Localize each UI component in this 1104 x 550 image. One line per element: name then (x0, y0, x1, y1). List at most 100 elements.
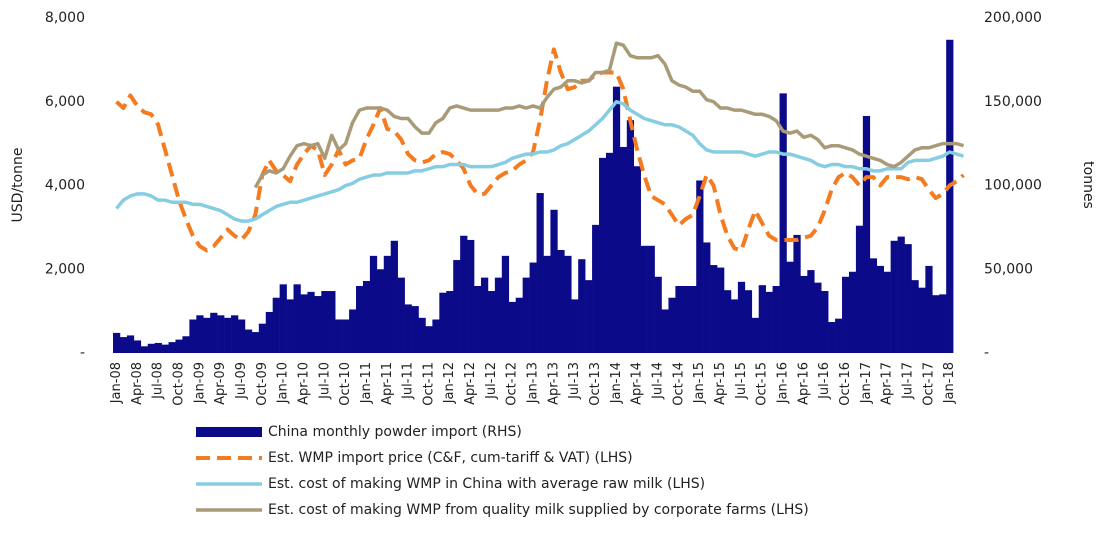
bar (175, 339, 183, 353)
x-tick-label: Jan-18 (942, 362, 957, 404)
bar (474, 286, 482, 353)
bar (446, 291, 454, 353)
bar (529, 262, 537, 353)
x-tick-label: Jan-12 (442, 362, 457, 404)
x-tick-label: Oct-09 (255, 362, 270, 406)
x-tick-label: Jul-13 (567, 362, 582, 400)
bar (689, 286, 697, 353)
bar (619, 146, 628, 353)
bar (251, 332, 260, 353)
bar (168, 342, 176, 353)
bar (612, 86, 621, 354)
bar (876, 265, 884, 353)
legend-swatch (196, 427, 262, 437)
x-tick-label: Apr-15 (713, 362, 728, 405)
bar (828, 322, 836, 353)
bar (356, 286, 364, 353)
bar (592, 224, 600, 353)
legend-label: China monthly powder import (RHS) (268, 424, 522, 440)
bar (543, 255, 551, 353)
bar (536, 193, 544, 353)
bar (279, 284, 287, 353)
bar (362, 280, 371, 353)
bar (231, 315, 239, 353)
x-tick-label: Jul-10 (317, 362, 332, 400)
x-tick-label: Apr-11 (380, 362, 395, 405)
bar (418, 317, 426, 353)
bar (293, 284, 301, 353)
bar (807, 270, 815, 353)
x-tick-label: Apr-13 (546, 362, 561, 405)
bar (307, 291, 315, 353)
bar (314, 296, 322, 353)
bar (349, 309, 357, 353)
bar (432, 319, 440, 353)
bar (946, 39, 954, 354)
bar (196, 315, 204, 353)
bar (758, 285, 766, 353)
bar (723, 290, 732, 353)
bar (508, 301, 516, 353)
bar (814, 282, 822, 353)
bar (126, 335, 135, 353)
bar (217, 315, 225, 353)
bar (328, 291, 336, 353)
bar (918, 287, 926, 353)
bar (696, 180, 704, 353)
bar (383, 255, 392, 353)
bar (585, 280, 593, 353)
y2-axis-title: tonnes (1080, 161, 1096, 209)
x-tick-label: Jan-17 (859, 362, 874, 404)
bar (265, 311, 273, 353)
x-tick-label: Apr-17 (880, 362, 895, 405)
bar (113, 332, 121, 353)
bar (147, 343, 155, 353)
bar (161, 344, 169, 353)
bar (286, 299, 294, 353)
bar (717, 267, 725, 353)
bar (633, 166, 641, 353)
bar (119, 337, 128, 353)
bar (668, 297, 676, 353)
x-tick-label: Jul-11 (401, 362, 416, 400)
x-tick-label: Oct-10 (338, 362, 353, 406)
bar (647, 245, 655, 353)
bar (369, 255, 378, 353)
x-tick-label: Jul-17 (900, 362, 915, 400)
y-tick-label: - (80, 345, 85, 361)
bar (321, 291, 329, 353)
bar (557, 249, 565, 353)
bar (564, 255, 572, 353)
bar (210, 312, 218, 353)
y-tick-label: 8,000 (45, 10, 85, 26)
bar (501, 255, 510, 353)
x-tick-label: Apr-14 (630, 362, 645, 405)
bar (786, 261, 794, 353)
x-tick-label: Jan-09 (192, 362, 207, 404)
bar (182, 336, 190, 353)
x-tick-label: Oct-15 (755, 362, 770, 406)
bar (342, 319, 350, 353)
bar (675, 286, 683, 353)
bar (835, 318, 843, 353)
bar (411, 306, 419, 353)
bar (744, 290, 753, 353)
bar (550, 209, 558, 353)
bar (453, 260, 461, 353)
x-tick-label: Jan-13 (526, 362, 541, 404)
bar (335, 319, 343, 353)
bar (133, 340, 142, 353)
y2-tick-label: 200,000 (984, 10, 1042, 26)
bar (904, 244, 912, 353)
bar (203, 317, 211, 353)
bar (883, 271, 891, 353)
bar (494, 277, 503, 353)
bar (848, 271, 857, 353)
bar (800, 275, 808, 353)
y-tick-label: 4,000 (45, 178, 85, 194)
y-axis-title: USD/tonne (10, 147, 26, 222)
bar (661, 309, 669, 353)
x-tick-label: Jan-15 (692, 362, 707, 404)
bar (189, 319, 197, 353)
